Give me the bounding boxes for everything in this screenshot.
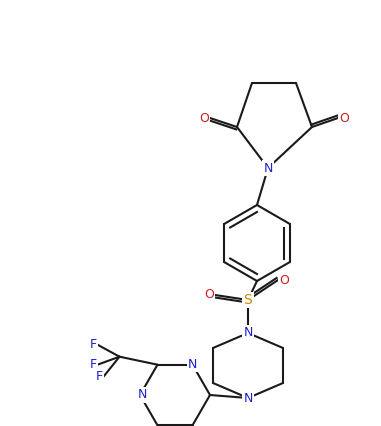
Text: N: N: [263, 161, 273, 175]
Text: O: O: [339, 112, 349, 124]
Text: O: O: [204, 288, 214, 302]
Text: N: N: [243, 326, 253, 340]
Text: F: F: [96, 370, 103, 383]
Text: F: F: [90, 358, 97, 371]
Text: N: N: [188, 358, 197, 371]
Text: O: O: [199, 112, 209, 124]
Text: F: F: [90, 338, 97, 351]
Text: N: N: [243, 391, 253, 405]
Text: N: N: [137, 389, 147, 401]
Text: S: S: [243, 293, 252, 307]
Text: O: O: [279, 273, 289, 287]
